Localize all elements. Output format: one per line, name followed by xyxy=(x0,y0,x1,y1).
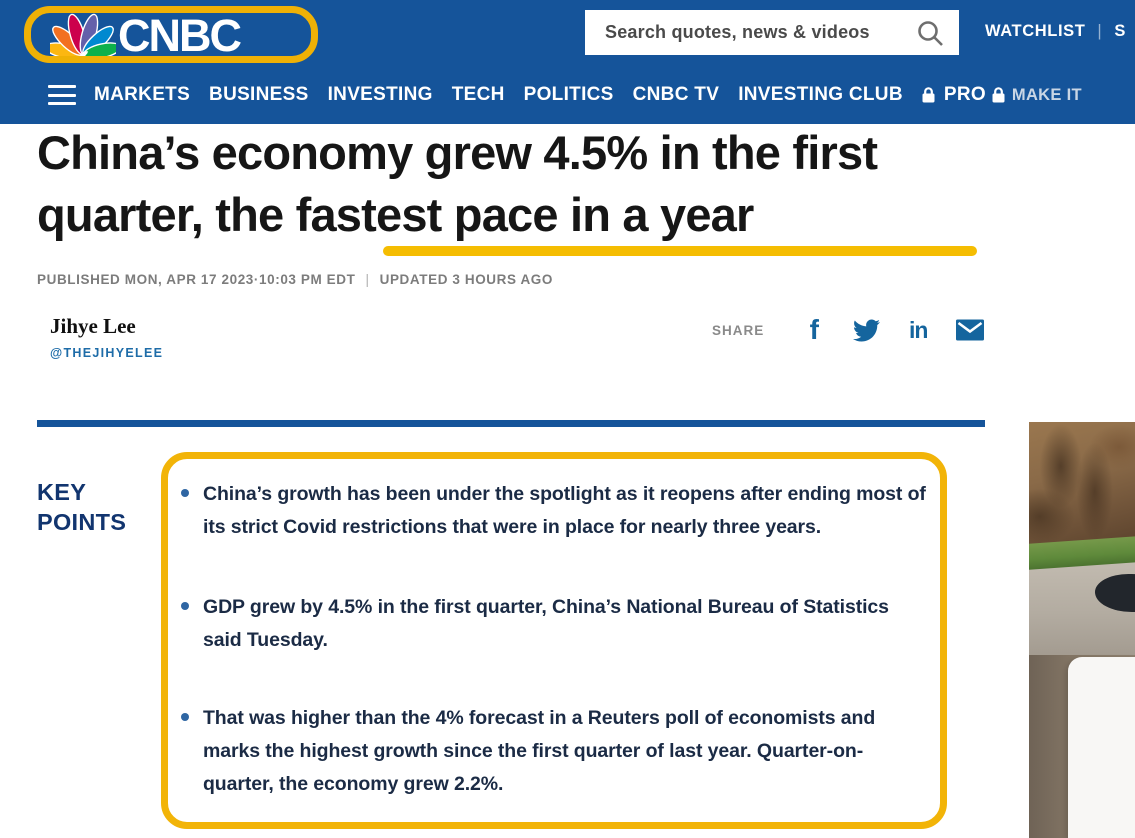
signin-link-partial[interactable]: S xyxy=(1114,22,1126,40)
nav-item-business[interactable]: BUSINESS xyxy=(209,84,309,105)
right-rail-card xyxy=(1068,657,1135,838)
share-bar: SHARE f in xyxy=(712,316,1008,344)
nav-item-tech[interactable]: TECH xyxy=(451,84,505,105)
published-timestamp: PUBLISHED MON, APR 17 2023·10:03 PM EDT xyxy=(37,272,356,287)
search-icon[interactable] xyxy=(915,18,945,48)
search-placeholder: Search quotes, news & videos xyxy=(605,22,870,42)
linkedin-share-icon[interactable]: in xyxy=(909,317,928,343)
search-input[interactable]: Search quotes, news & videos xyxy=(585,10,959,55)
site-header: CNBC Search quotes, news & videos WATCHL… xyxy=(0,0,1135,124)
header-divider: | xyxy=(1097,22,1103,40)
nav-item-investing-club[interactable]: INVESTING CLUB xyxy=(738,84,903,105)
logo-wordmark: CNBC xyxy=(118,10,242,61)
key-point-bullet: GDP grew by 4.5% in the first quarter, C… xyxy=(181,591,929,657)
watchlist-row: WATCHLIST | S xyxy=(985,22,1126,41)
article-meta: PUBLISHED MON, APR 17 2023·10:03 PM EDT … xyxy=(37,272,553,287)
bullet-dot-icon xyxy=(181,602,189,610)
facebook-share-icon[interactable]: f xyxy=(809,314,819,345)
hamburger-menu-icon[interactable] xyxy=(48,85,76,105)
headline-line2: quarter, the fastest pace in a year xyxy=(37,188,754,241)
author-twitter-handle[interactable]: @THEJIHYELEE xyxy=(50,346,164,360)
cnbc-logo[interactable]: CNBC xyxy=(50,10,242,61)
updated-timestamp: UPDATED 3 HOURS AGO xyxy=(379,272,554,287)
meta-divider: | xyxy=(365,272,370,287)
nav-item-pro[interactable]: PRO xyxy=(922,84,986,106)
headline-underline-annotation xyxy=(383,246,977,256)
key-points-label: KEY POINTS xyxy=(37,479,127,535)
peacock-icon xyxy=(50,13,116,60)
email-share-icon[interactable] xyxy=(956,316,985,344)
nav-item-politics[interactable]: POLITICS xyxy=(523,84,614,105)
article-photo-hillside xyxy=(1029,422,1135,548)
nav-item-investing[interactable]: INVESTING xyxy=(327,84,433,105)
watchlist-link[interactable]: WATCHLIST xyxy=(985,22,1086,40)
author-name[interactable]: Jihye Lee xyxy=(50,314,136,338)
nav-item-cnbc-tv[interactable]: CNBC TV xyxy=(632,84,720,105)
nav-item-make-it[interactable]: MAKE IT xyxy=(992,86,1082,105)
key-points-highlight-annotation xyxy=(161,452,947,829)
bullet-dot-icon xyxy=(181,489,189,497)
share-label: SHARE xyxy=(712,322,765,338)
key-point-bullet: That was higher than the 4% forecast in … xyxy=(181,702,929,801)
lock-icon xyxy=(992,87,1005,103)
nav-item-markets[interactable]: MARKETS xyxy=(94,84,191,105)
main-nav: MARKETS BUSINESS INVESTING TECH POLITICS… xyxy=(48,84,1101,106)
bullet-dot-icon xyxy=(181,713,189,721)
article-headline: China’s economy grew 4.5% in the first q… xyxy=(37,122,1132,246)
key-point-bullet: China’s growth has been under the spotli… xyxy=(181,478,929,544)
section-divider xyxy=(37,420,985,427)
twitter-share-icon[interactable] xyxy=(852,316,880,344)
lock-icon xyxy=(922,87,935,103)
headline-line1: China’s economy grew 4.5% in the first xyxy=(37,126,878,179)
right-rail xyxy=(1029,422,1135,838)
key-points-list: China’s growth has been under the spotli… xyxy=(161,452,947,801)
